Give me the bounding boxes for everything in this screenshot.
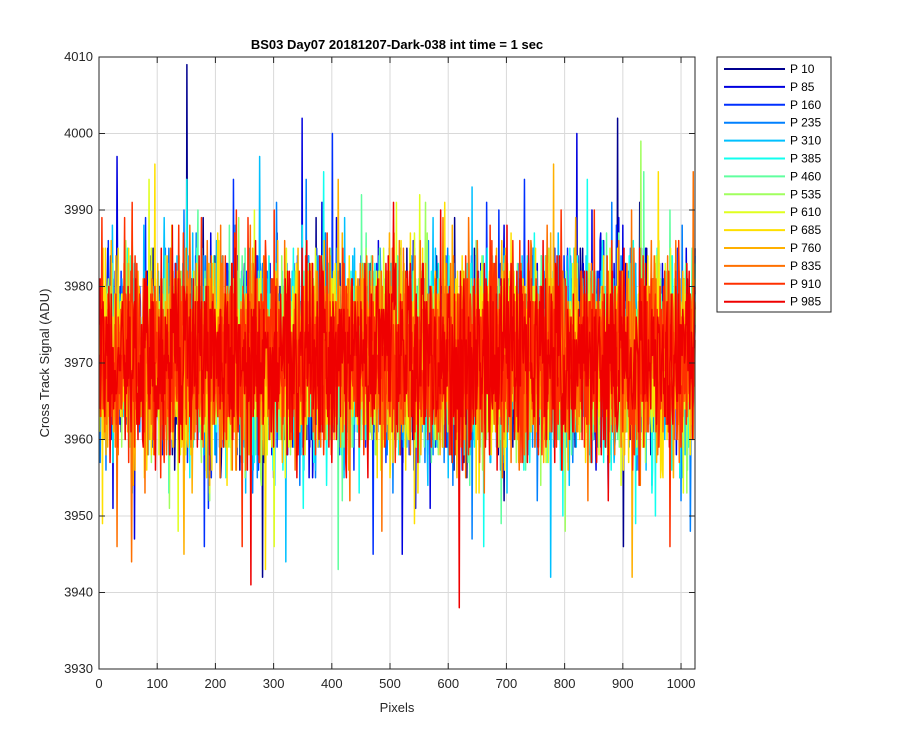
legend-label: P 160 (790, 98, 821, 112)
legend-label: P 235 (790, 116, 821, 130)
y-tick-label: 3950 (64, 508, 93, 523)
legend-label: P 685 (790, 223, 821, 237)
x-tick-label: 100 (146, 676, 168, 691)
legend-label: P 310 (790, 134, 821, 148)
x-tick-label: 400 (321, 676, 343, 691)
y-tick-label: 3990 (64, 202, 93, 217)
legend-label: P 760 (790, 241, 821, 255)
legend-label: P 985 (790, 295, 821, 309)
legend-box (716, 56, 832, 313)
x-tick-label: 200 (205, 676, 227, 691)
x-tick-label: 300 (263, 676, 285, 691)
x-tick-label: 700 (496, 676, 518, 691)
legend-label: P 535 (790, 187, 821, 201)
legend-label: P 610 (790, 205, 821, 219)
x-tick-label: 1000 (667, 676, 696, 691)
x-axis-label: Pixels (380, 700, 415, 715)
legend-label: P 460 (790, 169, 821, 183)
legend-label: P 385 (790, 152, 821, 166)
legend-label: P 910 (790, 277, 821, 291)
x-tick-label: 0 (95, 676, 102, 691)
x-tick-label: 900 (612, 676, 634, 691)
y-tick-label: 3960 (64, 432, 93, 447)
y-tick-label: 4010 (64, 49, 93, 64)
x-tick-label: 600 (437, 676, 459, 691)
y-axis-label: Cross Track Signal (ADU) (37, 289, 52, 438)
legend-label: P 835 (790, 259, 821, 273)
x-tick-label: 500 (379, 676, 401, 691)
y-tick-label: 3980 (64, 279, 93, 294)
y-tick-label: 3940 (64, 585, 93, 600)
chart-title: BS03 Day07 20181207-Dark-038 int time = … (251, 37, 543, 52)
legend: P 10 P 85 P 160 P 235 P 310 P 385 P 460 P 535 P … (716, 56, 832, 313)
y-tick-label: 3930 (64, 661, 93, 676)
series-line (98, 201, 696, 609)
x-tick-label: 800 (554, 676, 576, 691)
axis-ticks: 0 100 200 300 400 500 600 700 800 900 1000 3930 3940… (64, 49, 695, 691)
y-tick-label: 4000 (64, 126, 93, 141)
legend-label: P 85 (790, 80, 815, 94)
series-lines (98, 63, 696, 609)
y-tick-label: 3970 (64, 355, 93, 370)
legend-label: P 10 (790, 62, 815, 76)
